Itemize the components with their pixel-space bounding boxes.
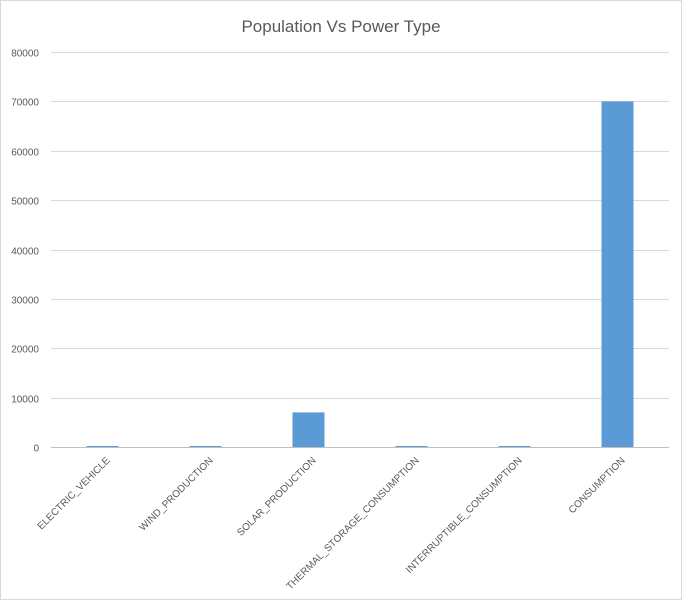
y-tick-label: 20000 [11,345,39,356]
chart-title: Population Vs Power Type [241,17,440,36]
bar-wind-production [189,446,222,447]
bar-interruptible-consumption [498,446,531,447]
bar-electric-vehicle [86,446,119,447]
grid-lines [51,52,669,448]
y-tick-label: 60000 [11,148,39,159]
bar-consumption [601,101,634,448]
y-tick-label: 50000 [11,197,39,208]
x-category-label: ELECTRIC_VEHICLE [36,455,113,532]
y-tick-label: 0 [33,444,39,455]
bar-solar-production [292,412,325,447]
x-axis-labels: ELECTRIC_VEHICLE WIND_PRODUCTION SOLAR_PRO… [36,455,628,592]
y-tick-label: 10000 [11,395,39,406]
x-category-label: SOLAR_PRODUCTION [235,455,318,538]
y-tick-label: 30000 [11,296,39,307]
y-tick-label: 40000 [11,247,39,258]
y-axis-ticks: 0 10000 20000 30000 40000 50000 60000 70000 8000… [11,49,39,455]
x-category-label: WIND_PRODUCTION [138,455,216,533]
x-category-label: CONSUMPTION [567,455,628,516]
y-tick-label: 80000 [11,49,39,60]
x-category-label: INTERRUPTIBLE_CONSUMPTION [404,455,525,576]
bar-thermal-storage-consumption [395,446,428,447]
bars [86,101,634,448]
y-tick-label: 70000 [11,98,39,109]
